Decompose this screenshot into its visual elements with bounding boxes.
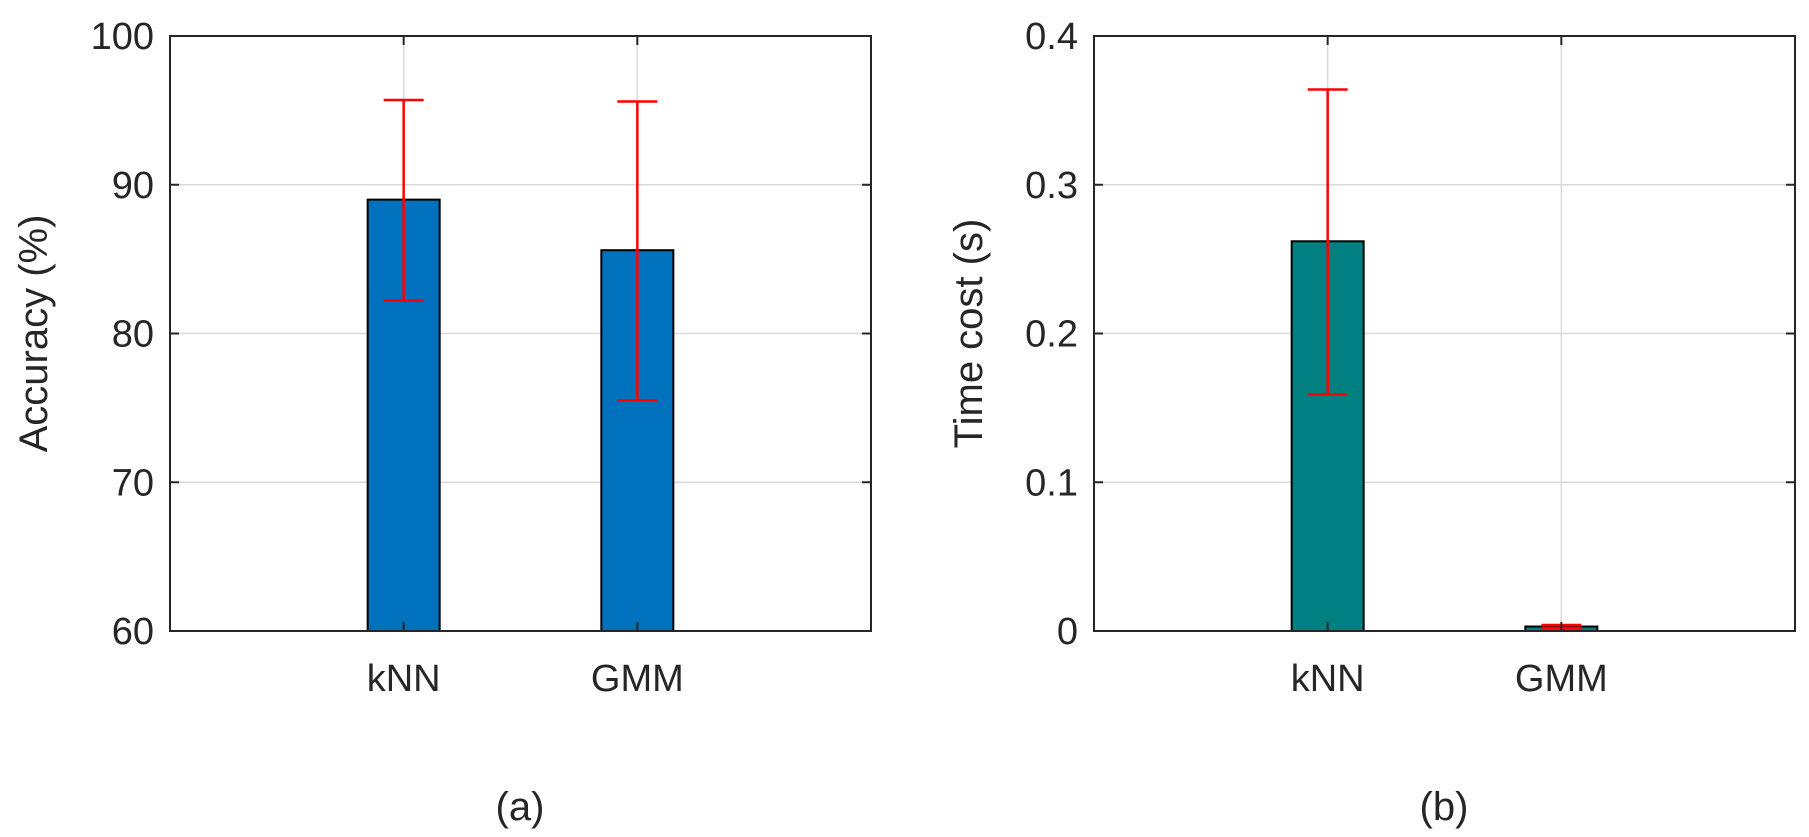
y-tick-label: 0.3	[1025, 165, 1078, 207]
y-tick-label: 0.1	[1025, 462, 1078, 504]
chart-panel-a: 60 70 80 90 100 kNN GMM Accuracy (%) (a)	[12, 16, 872, 829]
panel-label: (a)	[496, 785, 545, 829]
x-tick-label-gmm: GMM	[591, 658, 684, 700]
panel-label: (b)	[1420, 785, 1469, 829]
y-axis-label: Accuracy (%)	[12, 215, 56, 453]
y-tick-label: 60	[112, 611, 154, 653]
y-axis-label: Time cost (s)	[947, 219, 991, 449]
y-tick-label: 90	[112, 165, 154, 207]
x-tick-label-knn: kNN	[1291, 658, 1365, 700]
y-tick-label: 80	[112, 314, 154, 356]
x-tick-label-gmm: GMM	[1515, 658, 1608, 700]
y-tick-label: 70	[112, 462, 154, 504]
y-tick-label: 0.2	[1025, 314, 1078, 356]
y-tick-label: 0	[1057, 611, 1078, 653]
y-tick-label: 0.4	[1025, 16, 1078, 58]
y-tick-label: 100	[91, 16, 154, 58]
x-tick-label-knn: kNN	[367, 658, 441, 700]
chart-panel-b: 0 0.1 0.2 0.3 0.4 kNN GMM Time cost (s) (b)	[947, 16, 1796, 829]
